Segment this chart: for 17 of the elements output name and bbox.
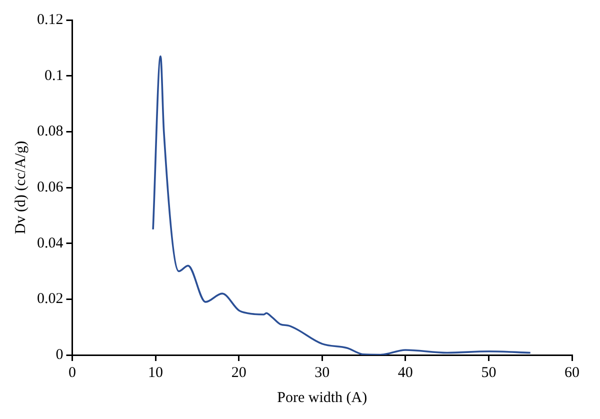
x-tick-label: 20 [231,364,246,381]
x-tick-label: 10 [148,364,164,381]
y-tick-label: 0.1 [44,68,64,84]
y-tick-label: 0.08 [37,124,64,140]
y-tick-label: 0.06 [37,179,64,196]
line-series [152,55,532,355]
y-axis-title: Dv (d) (cc/A/g) [12,140,29,234]
x-tick-label: 40 [398,364,413,381]
x-tick-label: 0 [68,364,76,381]
x-tick-label: 50 [481,364,496,381]
y-tick-label: 0.04 [37,235,64,252]
y-tick-label: 0.02 [37,291,64,308]
y-tick-label: 0.12 [37,12,64,28]
y-tick-label: 0 [56,346,64,363]
x-tick-label: 30 [314,364,330,381]
x-tick-label: 60 [564,364,580,381]
x-axis-title: Pore width (A) [277,390,368,406]
